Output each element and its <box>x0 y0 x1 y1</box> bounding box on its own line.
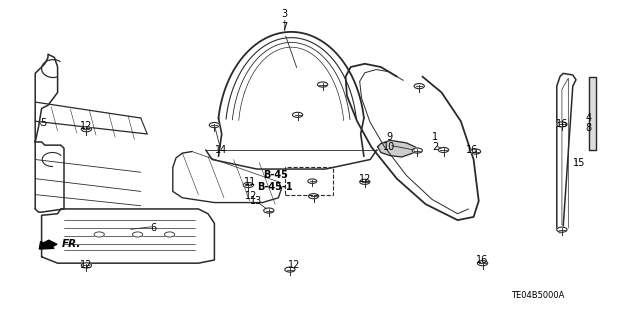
Polygon shape <box>378 140 416 157</box>
Circle shape <box>81 263 92 268</box>
Text: 7: 7 <box>282 22 288 32</box>
Circle shape <box>477 261 488 266</box>
Circle shape <box>308 194 319 199</box>
Circle shape <box>285 267 295 272</box>
Circle shape <box>557 122 567 127</box>
Text: 13: 13 <box>250 196 262 206</box>
Text: 12: 12 <box>244 191 257 201</box>
Text: 15: 15 <box>573 158 586 168</box>
Circle shape <box>360 179 370 184</box>
Text: 12: 12 <box>288 260 301 271</box>
Text: 16: 16 <box>476 255 488 265</box>
Text: TE04B5000A: TE04B5000A <box>511 291 564 300</box>
Circle shape <box>243 182 253 188</box>
Text: 2: 2 <box>432 142 438 152</box>
Text: 6: 6 <box>150 223 157 233</box>
Text: 16: 16 <box>466 145 479 155</box>
Text: 8: 8 <box>586 122 592 133</box>
Circle shape <box>557 227 567 232</box>
Circle shape <box>308 179 317 183</box>
Circle shape <box>292 112 303 117</box>
Circle shape <box>81 127 92 132</box>
Text: 5: 5 <box>40 118 47 128</box>
Text: 12: 12 <box>358 174 371 184</box>
Circle shape <box>438 147 449 152</box>
Text: 16: 16 <box>556 119 568 130</box>
Circle shape <box>412 148 422 153</box>
Circle shape <box>317 82 328 87</box>
Text: 1: 1 <box>432 132 438 142</box>
Text: B-45: B-45 <box>263 170 287 181</box>
Text: 10: 10 <box>383 142 396 152</box>
Text: 9: 9 <box>386 132 392 142</box>
Circle shape <box>470 149 481 154</box>
Circle shape <box>414 84 424 89</box>
Circle shape <box>164 232 175 237</box>
Text: B-45-1: B-45-1 <box>257 182 293 192</box>
Text: 4: 4 <box>586 113 592 123</box>
Circle shape <box>94 232 104 237</box>
Text: FR.: FR. <box>62 239 81 249</box>
Text: 12: 12 <box>80 260 93 270</box>
Circle shape <box>209 122 220 128</box>
Text: 3: 3 <box>282 9 288 19</box>
Circle shape <box>264 208 274 213</box>
Circle shape <box>132 232 143 237</box>
Text: 12: 12 <box>80 121 93 131</box>
Polygon shape <box>589 77 596 150</box>
Text: 11: 11 <box>243 177 256 187</box>
FancyArrow shape <box>39 240 57 249</box>
Text: 14: 14 <box>214 145 227 155</box>
